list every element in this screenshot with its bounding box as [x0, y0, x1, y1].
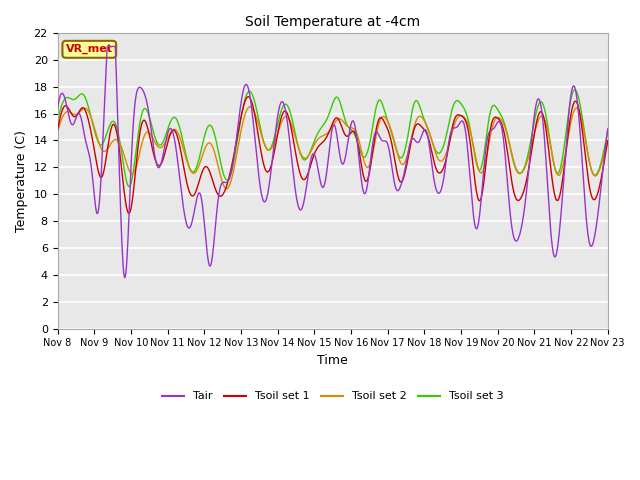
Legend: Tair, Tsoil set 1, Tsoil set 2, Tsoil set 3: Tair, Tsoil set 1, Tsoil set 2, Tsoil se…: [157, 387, 508, 406]
X-axis label: Time: Time: [317, 354, 348, 367]
Text: VR_met: VR_met: [66, 44, 113, 54]
Y-axis label: Temperature (C): Temperature (C): [15, 130, 28, 232]
Title: Soil Temperature at -4cm: Soil Temperature at -4cm: [245, 15, 420, 29]
